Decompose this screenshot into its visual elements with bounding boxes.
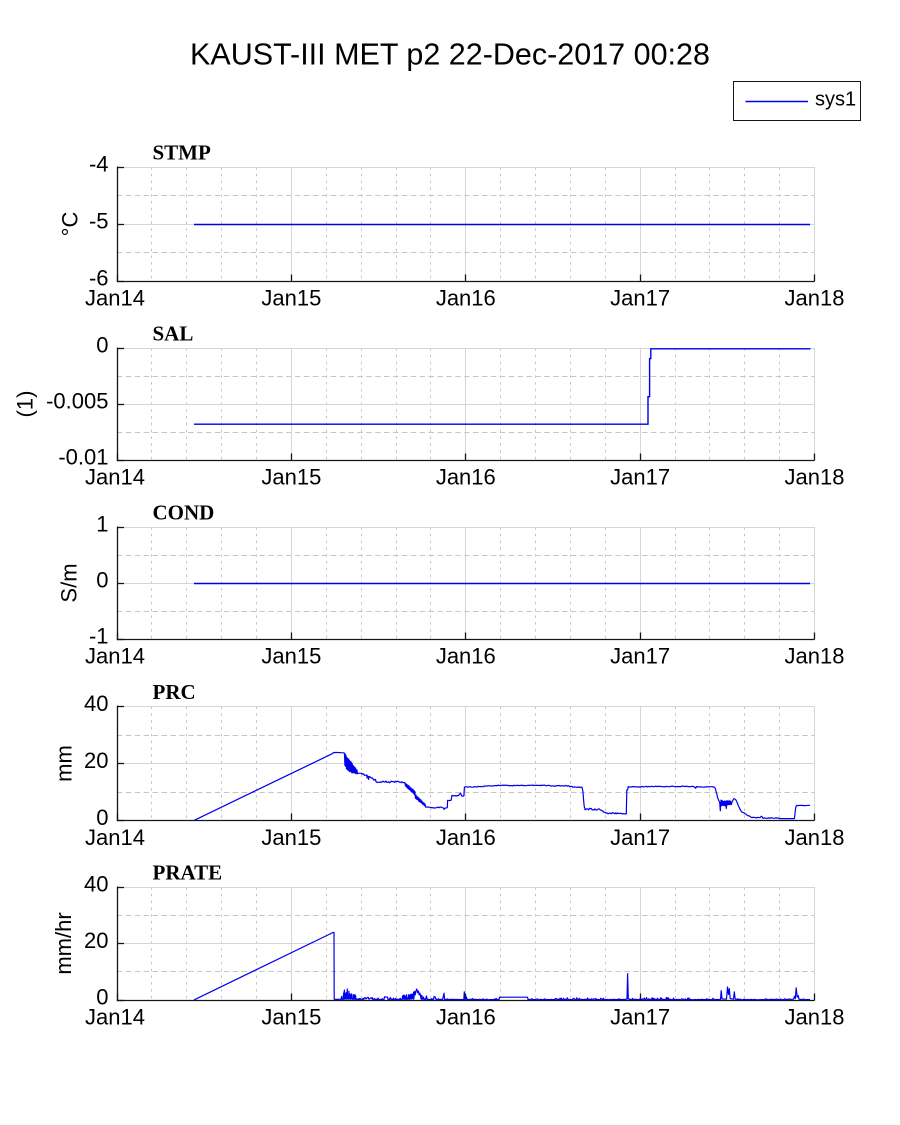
svg-text:COND: COND <box>153 501 215 525</box>
svg-text:-0.01: -0.01 <box>58 445 108 470</box>
svg-text:°C: °C <box>57 212 82 237</box>
svg-text:Jan15: Jan15 <box>261 1005 321 1030</box>
svg-text:Jan17: Jan17 <box>610 286 670 311</box>
svg-text:-4: -4 <box>89 152 109 177</box>
svg-text:KAUST-III MET p2 22-Dec-2017 0: KAUST-III MET p2 22-Dec-2017 00:28 <box>190 38 710 72</box>
svg-text:Jan18: Jan18 <box>785 825 845 850</box>
svg-text:Jan17: Jan17 <box>610 465 670 490</box>
svg-text:sys1: sys1 <box>815 89 856 111</box>
svg-text:STMP: STMP <box>153 141 212 165</box>
svg-text:Jan18: Jan18 <box>785 644 845 669</box>
svg-text:Jan15: Jan15 <box>261 465 321 490</box>
svg-text:mm/hr: mm/hr <box>51 912 76 974</box>
svg-text:Jan16: Jan16 <box>436 825 496 850</box>
svg-text:-5: -5 <box>89 209 109 234</box>
svg-text:20: 20 <box>84 928 108 953</box>
svg-text:0: 0 <box>96 985 108 1010</box>
svg-text:Jan17: Jan17 <box>610 825 670 850</box>
svg-text:Jan18: Jan18 <box>785 465 845 490</box>
svg-text:SAL: SAL <box>153 322 194 346</box>
svg-text:Jan17: Jan17 <box>610 1005 670 1030</box>
svg-text:PRC: PRC <box>153 680 196 704</box>
svg-text:PRATE: PRATE <box>153 861 223 885</box>
svg-text:Jan16: Jan16 <box>436 1005 496 1030</box>
svg-text:Jan15: Jan15 <box>261 644 321 669</box>
svg-text:40: 40 <box>84 872 108 897</box>
svg-text:0: 0 <box>96 333 108 358</box>
svg-text:-1: -1 <box>89 624 109 649</box>
svg-text:Jan16: Jan16 <box>436 286 496 311</box>
svg-text:Jan15: Jan15 <box>261 825 321 850</box>
svg-text:1: 1 <box>96 512 108 537</box>
svg-text:Jan18: Jan18 <box>785 1005 845 1030</box>
svg-text:0: 0 <box>96 568 108 593</box>
svg-text:-6: -6 <box>89 266 109 291</box>
svg-text:0: 0 <box>96 805 108 830</box>
svg-text:Jan18: Jan18 <box>785 286 845 311</box>
svg-text:40: 40 <box>84 691 108 716</box>
svg-text:mm: mm <box>52 745 77 782</box>
svg-text:Jan14: Jan14 <box>85 825 145 850</box>
svg-text:S/m: S/m <box>57 563 82 602</box>
svg-text:Jan14: Jan14 <box>85 286 145 311</box>
svg-text:Jan15: Jan15 <box>261 286 321 311</box>
svg-text:Jan14: Jan14 <box>85 465 145 490</box>
svg-text:-0.005: -0.005 <box>46 389 108 414</box>
svg-text:20: 20 <box>84 748 108 773</box>
svg-text:Jan16: Jan16 <box>436 644 496 669</box>
svg-text:Jan14: Jan14 <box>85 1005 145 1030</box>
svg-text:Jan16: Jan16 <box>436 465 496 490</box>
svg-text:(1): (1) <box>13 391 38 418</box>
svg-text:Jan17: Jan17 <box>610 644 670 669</box>
svg-text:Jan14: Jan14 <box>85 644 145 669</box>
